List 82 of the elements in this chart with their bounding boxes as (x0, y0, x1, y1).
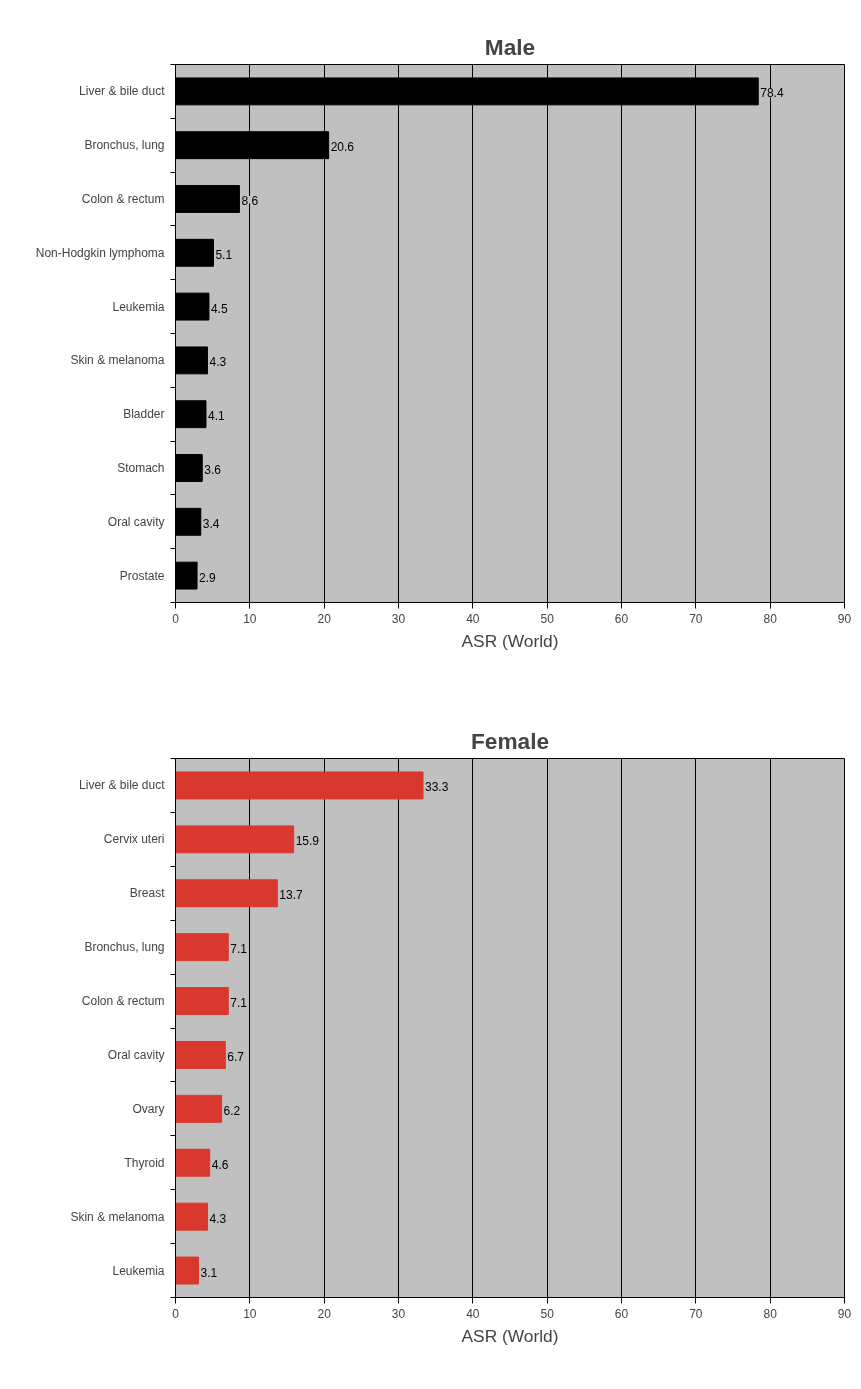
x-tick-label: 40 (466, 1306, 480, 1321)
y-tick-label: Prostate (119, 568, 165, 583)
x-tick-label: 0 (172, 1306, 180, 1321)
data-label: 33.3 (425, 780, 449, 795)
y-tick-label: Liver & bile duct (79, 84, 166, 99)
bar (175, 987, 229, 1016)
x-tick-label: 10 (243, 1306, 257, 1321)
y-tick-label: Ovary (132, 1101, 165, 1116)
data-label: 15.9 (295, 834, 320, 849)
y-tick-label: Skin & melanoma (70, 1209, 165, 1224)
y-tick-label: Liver & bile duct (79, 778, 166, 793)
data-label: 3.6 (204, 463, 222, 477)
y-tick-label: Stomach (117, 461, 165, 475)
bar (175, 454, 203, 482)
data-label: 13.7 (279, 888, 304, 903)
y-tick-label: Colon & rectum (81, 994, 165, 1009)
x-tick-label: 0 (172, 611, 180, 626)
data-label: 4.6 (211, 1157, 229, 1172)
bar (175, 292, 210, 321)
bar (175, 879, 278, 908)
data-label: 5.1 (215, 247, 233, 262)
data-label: 7.1 (230, 942, 248, 957)
data-label: 6.7 (227, 1049, 245, 1064)
y-tick-label: Thyroid (124, 1155, 165, 1170)
bar (175, 1148, 211, 1177)
bar (175, 1256, 200, 1285)
y-tick-label: Bronchus, lung (84, 138, 165, 153)
data-label: 4.3 (209, 355, 227, 370)
y-tick-label: Bronchus, lung (84, 940, 165, 955)
chart-title: Male (484, 33, 536, 60)
x-tick-label: 50 (540, 611, 555, 626)
y-tick-label: Non-Hodgkin lymphoma (35, 245, 165, 260)
bar (175, 1040, 226, 1069)
bar (175, 507, 202, 536)
bar (175, 1094, 223, 1123)
bar (175, 238, 214, 267)
y-tick-label: Leukemia (112, 1263, 165, 1278)
bar (175, 346, 208, 375)
x-tick-label: 80 (763, 611, 778, 626)
data-label: 7.1 (230, 996, 248, 1011)
y-tick-label: Oral cavity (107, 514, 165, 529)
data-label: 20.6 (330, 140, 355, 155)
chart-title: Female (470, 727, 550, 754)
x-tick-label: 30 (391, 611, 406, 626)
y-tick-label: Cervix uteri (103, 832, 165, 847)
x-tick-label: 10 (243, 611, 257, 626)
x-tick-label: 70 (689, 1306, 703, 1321)
x-tick-label: 50 (540, 1306, 555, 1321)
x-axis-title: ASR (World) (461, 630, 559, 651)
data-label: 4.5 (210, 301, 228, 316)
x-tick-label: 90 (837, 1306, 852, 1321)
bar (175, 400, 207, 429)
x-tick-label: 30 (391, 1306, 406, 1321)
y-tick-label: Skin & melanoma (70, 353, 165, 368)
x-tick-label: 80 (763, 1306, 778, 1321)
data-label: 3.4 (202, 516, 220, 531)
data-label: 8.6 (241, 194, 259, 208)
data-label: 6.2 (223, 1103, 241, 1118)
y-tick-label: Leukemia (112, 299, 165, 314)
bar (175, 825, 295, 854)
y-tick-label: Oral cavity (107, 1047, 165, 1062)
y-tick-label: Bladder (123, 407, 165, 422)
data-label: 4.3 (209, 1211, 227, 1226)
data-label: 3.1 (200, 1265, 218, 1280)
bar (175, 1202, 208, 1231)
x-tick-label: 60 (614, 611, 629, 626)
bar (175, 933, 229, 962)
x-tick-label: 60 (614, 1306, 629, 1321)
x-tick-label: 40 (466, 611, 480, 626)
y-tick-label: Breast (129, 886, 166, 901)
x-tick-label: 20 (317, 611, 332, 626)
bar (175, 771, 424, 800)
bar (175, 185, 240, 213)
x-tick-label: 90 (837, 611, 852, 626)
data-label: 4.1 (207, 409, 225, 424)
bar (175, 561, 198, 590)
data-label: 2.9 (199, 570, 217, 585)
y-tick-label: Colon & rectum (81, 192, 165, 206)
x-tick-label: 20 (317, 1306, 332, 1321)
data-label: 78.4 (760, 86, 784, 101)
x-axis-title: ASR (World) (461, 1325, 559, 1346)
x-tick-label: 70 (689, 611, 703, 626)
